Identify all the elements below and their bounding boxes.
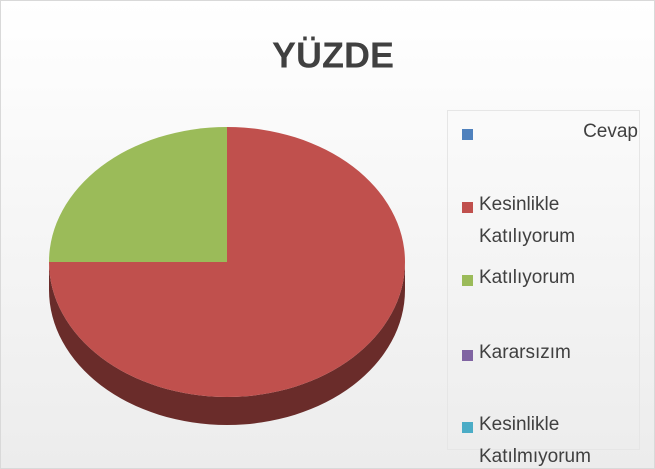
legend-entry: Katılıyorum [462,267,638,294]
legend-entry: Kararsızım [462,342,638,369]
legend-swatch [462,422,473,433]
pie-slice [49,127,227,262]
legend: Cevap Kesinlikle Katılıyorum Katılıyorum Ka… [447,110,640,467]
legend-entry: Kesinlikle Katılmıyorum [462,414,638,469]
legend-label: Cevap [583,121,638,142]
legend-label: Kararsızım [479,342,571,363]
chart-title: YÜZDE [272,35,394,76]
legend-label: Kesinlikle Katılıyorum [479,194,576,247]
legend-swatch [462,275,473,286]
legend-entry: Cevap [462,121,638,148]
legend-label: Kesinlikle Katılmıyorum [479,414,591,467]
legend-label: Katılıyorum [479,267,576,288]
legend-swatch [462,350,473,361]
legend-swatch [462,202,473,213]
pie-side [49,262,405,425]
legend-swatch [462,129,473,140]
legend-entry: Kesinlikle Katılıyorum [462,194,638,253]
